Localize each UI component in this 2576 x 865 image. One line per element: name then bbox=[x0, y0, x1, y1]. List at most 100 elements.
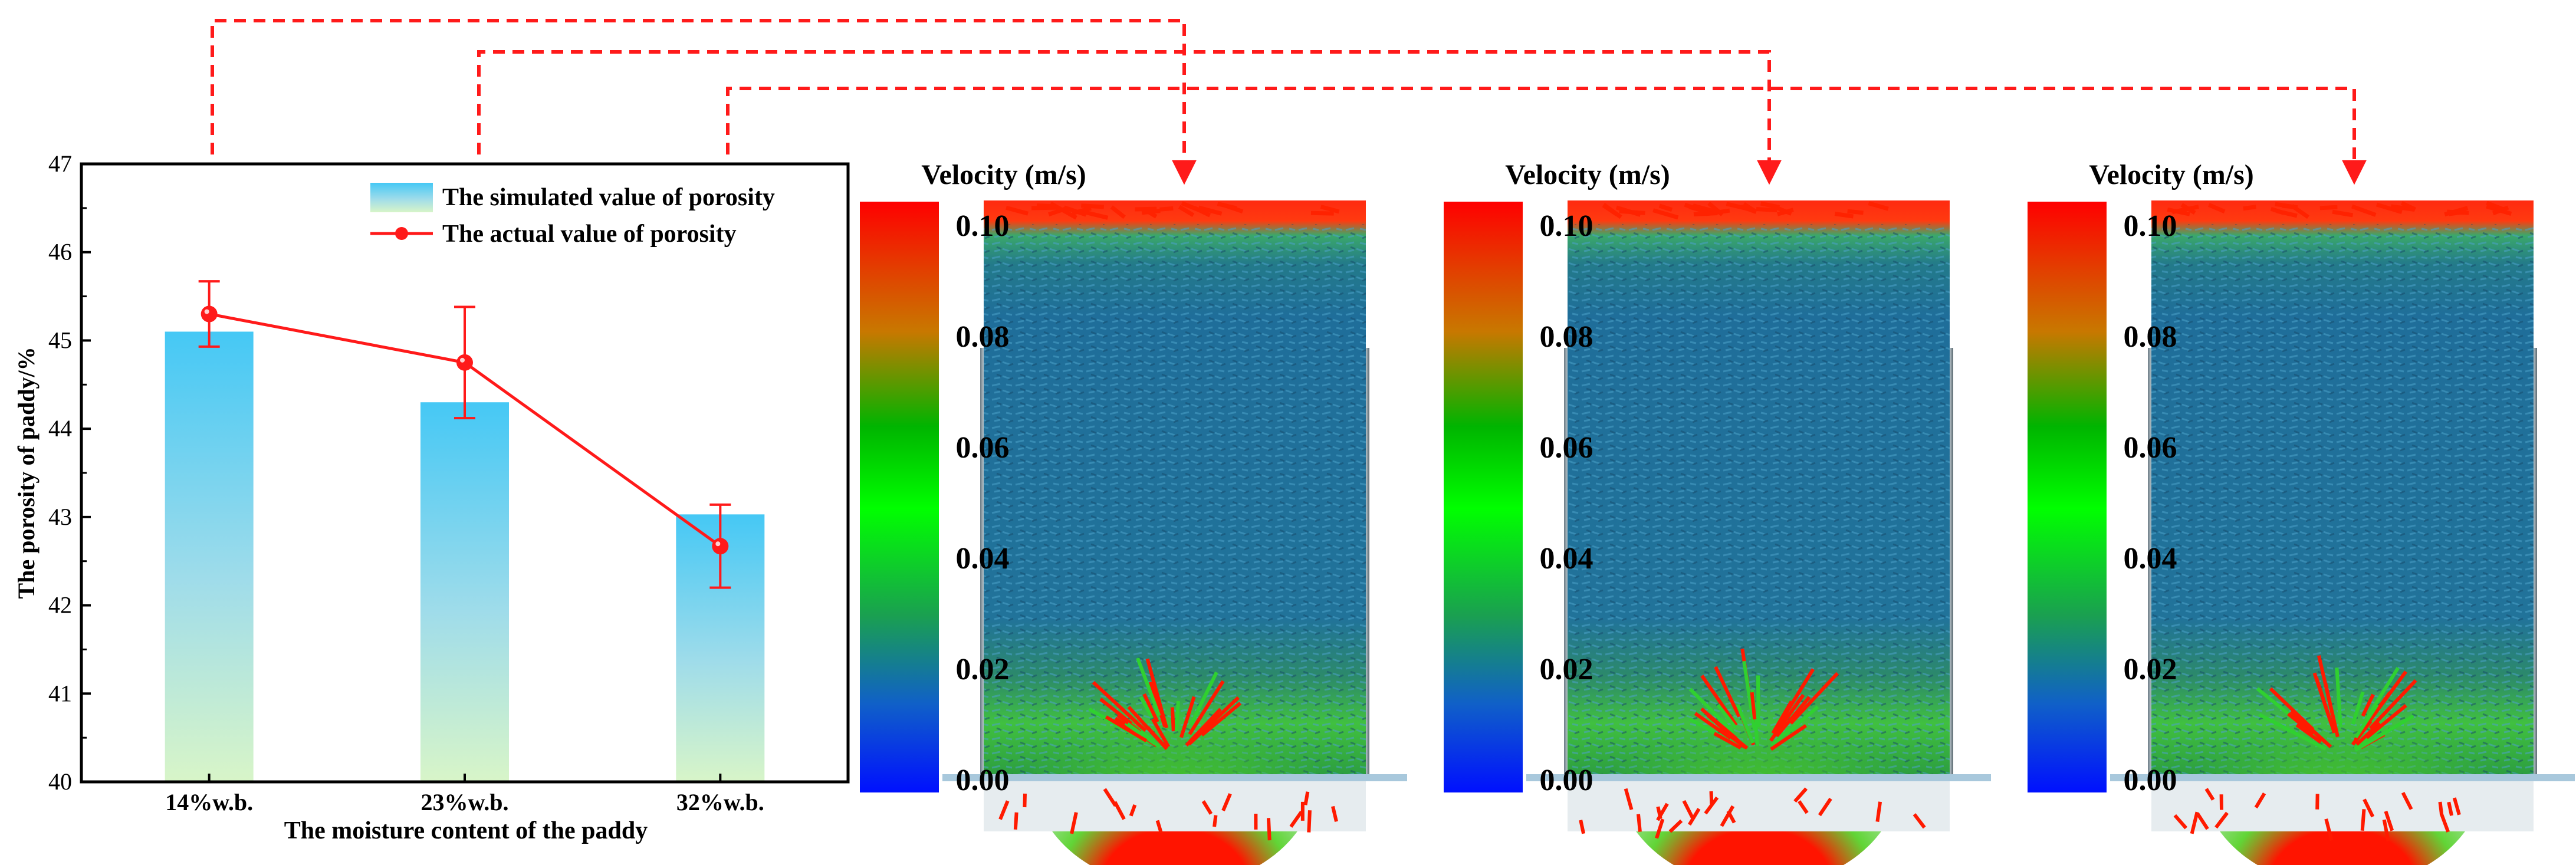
plume-grain bbox=[1700, 675, 1738, 726]
colorbar-title: Velocity (m/s) bbox=[921, 159, 1086, 190]
top-grain bbox=[1320, 205, 1340, 214]
top-grain bbox=[1081, 203, 1105, 209]
plenum-grain bbox=[2204, 788, 2215, 801]
plenum-grain bbox=[2438, 801, 2444, 815]
top-grain bbox=[2332, 209, 2354, 218]
plenum-grain bbox=[2439, 812, 2450, 833]
chart-bars bbox=[165, 331, 765, 782]
plenum-grain bbox=[1875, 801, 1882, 823]
top-grain bbox=[1063, 205, 1087, 217]
plenum-grain bbox=[1655, 818, 1665, 839]
plenum-grain bbox=[1213, 815, 1218, 827]
bar-simulated-14%w.b. bbox=[165, 331, 254, 782]
top-grain bbox=[2319, 205, 2338, 211]
point-highlight bbox=[460, 357, 465, 363]
top-grain bbox=[2207, 203, 2226, 213]
plenum-grain bbox=[1624, 788, 1634, 810]
legend-line-label: The actual value of porosity bbox=[442, 221, 737, 248]
plenum-grain bbox=[2447, 801, 2454, 816]
y-tick-label: 44 bbox=[48, 415, 72, 442]
plume-grain bbox=[1179, 696, 1196, 738]
top-grain bbox=[1181, 201, 1200, 212]
plume-grain bbox=[1136, 657, 1161, 717]
top-grain bbox=[1006, 205, 1029, 216]
y-tick-label: 41 bbox=[48, 680, 72, 706]
actual-value-point-23%w.b. bbox=[456, 354, 473, 371]
plenum bbox=[2151, 781, 2534, 831]
top-grain bbox=[1602, 203, 1622, 219]
top-grain bbox=[1692, 203, 1717, 214]
colorbar-title: Velocity (m/s) bbox=[2089, 159, 2254, 190]
colorbar-tick-label: 0.08 bbox=[956, 320, 1010, 354]
colorbar-tick-label: 0.04 bbox=[956, 542, 1010, 575]
plenum-grain bbox=[1818, 797, 1832, 817]
colorbar-title: Velocity (m/s) bbox=[1505, 159, 1670, 190]
plenum-grain bbox=[1013, 812, 1018, 830]
plenum-grain bbox=[2360, 809, 2366, 831]
plume-grain bbox=[2361, 693, 2375, 717]
plume-grain bbox=[1750, 692, 1757, 720]
plume-grain bbox=[1151, 718, 1170, 748]
plume-grain bbox=[2258, 713, 2326, 751]
top-grain bbox=[1688, 205, 1710, 215]
top-grain bbox=[2270, 206, 2285, 215]
plume-grain bbox=[1188, 696, 1240, 745]
colorbar bbox=[1444, 202, 1523, 792]
plume-grain bbox=[1714, 666, 1741, 718]
plenum-grain bbox=[2324, 818, 2334, 841]
plume-grain bbox=[1716, 703, 1737, 729]
colorbar-tick-label: 0.02 bbox=[2124, 653, 2177, 686]
plenum-grain bbox=[1682, 800, 1696, 821]
plume-grain bbox=[1201, 702, 1242, 737]
plume-grain bbox=[2335, 667, 2342, 728]
plume-grain bbox=[1126, 722, 1161, 749]
x-axis-label: The moisture content of the paddy bbox=[284, 817, 648, 844]
plenum-grain bbox=[1793, 787, 1808, 803]
top-grain bbox=[1615, 205, 1641, 217]
plenum-grain bbox=[1656, 802, 1669, 821]
plume-grain bbox=[2354, 714, 2414, 752]
connector-23wb bbox=[477, 50, 1782, 185]
y-tick-label: 40 bbox=[48, 768, 72, 795]
plume-grain bbox=[1742, 660, 1756, 731]
y-axis-label: The porosity of paddy/% bbox=[13, 347, 40, 598]
colorbar-tick-label: 0.10 bbox=[956, 209, 1010, 243]
connector-32wb bbox=[726, 87, 2367, 185]
top-grain bbox=[1221, 202, 1244, 214]
point-highlight bbox=[204, 309, 209, 314]
plume-grain bbox=[1142, 693, 1159, 723]
top-grain bbox=[2180, 203, 2196, 215]
plenum-grain bbox=[1129, 804, 1137, 817]
plume-grain bbox=[1769, 693, 1805, 742]
x-tick-label: 14%w.b. bbox=[165, 789, 253, 815]
plenum-grain bbox=[1113, 801, 1126, 820]
plume-grain bbox=[1189, 671, 1218, 726]
plenum-grain bbox=[2382, 819, 2390, 842]
top-grain bbox=[1178, 205, 1195, 217]
plume-grain bbox=[1789, 672, 1839, 725]
point-highlight bbox=[715, 541, 721, 547]
plenum-grain bbox=[2401, 791, 2413, 810]
y-tick-label: 43 bbox=[48, 504, 72, 530]
colorbar bbox=[860, 202, 939, 792]
top-grain bbox=[1868, 201, 1889, 211]
plenum-grain bbox=[2190, 811, 2199, 834]
top-grain bbox=[2448, 209, 2467, 216]
actual-value-point-32%w.b. bbox=[712, 538, 729, 555]
plume-grain bbox=[1688, 688, 1735, 734]
top-grain bbox=[2375, 202, 2403, 215]
colorbar-tick-label: 0.00 bbox=[1540, 764, 1593, 797]
colorbar-tick-label: 0.00 bbox=[956, 764, 1010, 797]
top-grain bbox=[1847, 209, 1864, 215]
top-grain bbox=[1036, 203, 1056, 209]
plot-frame bbox=[80, 162, 850, 784]
y-tick-label: 42 bbox=[48, 592, 72, 619]
plume-grain bbox=[1736, 704, 1754, 744]
plume-grain bbox=[2355, 722, 2381, 746]
colorbar-tick-label: 0.04 bbox=[2124, 542, 2177, 575]
plume-grain bbox=[2351, 719, 2373, 746]
chart-legend: The simulated value of porosity The actu… bbox=[370, 183, 775, 248]
chart-actual-line bbox=[198, 280, 731, 589]
plenum-grain bbox=[1720, 805, 1735, 827]
